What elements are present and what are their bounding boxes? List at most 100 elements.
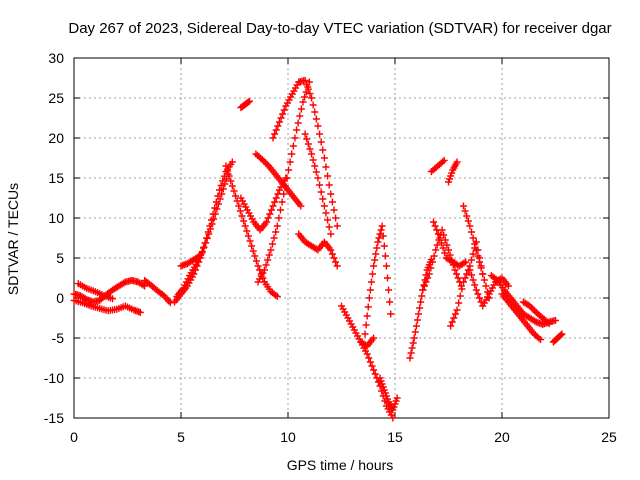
data-point — [393, 394, 401, 402]
data-point — [469, 276, 477, 284]
data-point — [265, 251, 273, 259]
data-point — [236, 207, 244, 215]
data-point — [244, 232, 252, 240]
data-point — [319, 146, 327, 154]
data-point — [317, 188, 325, 196]
series-arc4 — [141, 276, 174, 307]
data-point — [371, 370, 379, 378]
series-arc18 — [361, 222, 395, 338]
data-point — [306, 90, 314, 98]
data-point — [474, 290, 482, 298]
data-point — [529, 305, 537, 313]
data-point — [363, 312, 371, 320]
data-point — [230, 187, 238, 195]
data-point — [406, 354, 414, 362]
x-tick-label: 25 — [601, 429, 617, 445]
data-point — [476, 294, 484, 302]
data-point — [312, 115, 320, 123]
data-point — [368, 362, 376, 370]
data-point — [450, 314, 458, 322]
data-point — [366, 358, 374, 366]
y-tick-label: 0 — [56, 290, 64, 306]
data-point — [531, 317, 539, 325]
data-point — [201, 239, 209, 247]
data-point — [301, 76, 309, 84]
data-point — [428, 258, 436, 266]
data-point — [377, 226, 385, 234]
data-point — [436, 234, 444, 242]
data-point — [453, 306, 461, 314]
series-arc11 — [252, 150, 305, 210]
y-tick-label: -15 — [44, 410, 64, 426]
data-point — [274, 122, 282, 130]
data-point — [451, 266, 459, 274]
data-point — [297, 202, 305, 210]
series-arc24 — [445, 158, 461, 186]
data-point — [375, 234, 383, 242]
data-point — [294, 119, 302, 127]
y-tick-label: 10 — [48, 210, 64, 226]
data-point — [364, 303, 372, 311]
y-tick-label: 30 — [48, 50, 64, 66]
data-point — [526, 302, 534, 310]
data-point — [262, 159, 270, 167]
data-point — [440, 156, 448, 164]
data-point — [439, 244, 447, 252]
data-point — [371, 256, 379, 264]
data-point — [309, 101, 317, 109]
data-point — [280, 190, 288, 198]
data-point — [303, 135, 311, 143]
data-point — [408, 344, 416, 352]
series-arc2 — [70, 296, 144, 316]
data-point — [211, 204, 219, 212]
data-point — [327, 246, 335, 254]
data-point — [479, 270, 487, 278]
y-tick-label: 15 — [48, 170, 64, 186]
data-point — [425, 270, 433, 278]
data-point — [325, 181, 333, 189]
x-tick-label: 0 — [70, 429, 78, 445]
data-point — [330, 206, 338, 214]
data-point — [422, 278, 430, 286]
data-point — [272, 291, 280, 299]
data-point — [272, 126, 280, 134]
data-point — [301, 93, 309, 101]
data-point — [427, 264, 435, 272]
data-point — [327, 190, 335, 198]
data-point — [459, 278, 467, 286]
series-arc26 — [459, 202, 493, 302]
data-point — [409, 339, 417, 347]
data-point — [363, 350, 371, 358]
plot-frame — [73, 57, 610, 419]
data-point — [280, 106, 288, 114]
data-point — [316, 181, 324, 189]
data-point — [447, 322, 455, 330]
data-point — [314, 122, 322, 130]
data-point — [218, 190, 226, 198]
data-point — [279, 110, 287, 118]
data-point — [386, 298, 394, 306]
data-point — [303, 81, 311, 89]
data-point — [458, 285, 466, 293]
data-point — [281, 182, 289, 190]
data-point — [273, 222, 281, 230]
data-point — [419, 286, 427, 294]
data-point — [543, 318, 551, 326]
data-point — [460, 259, 468, 267]
data-point — [244, 98, 252, 106]
data-point — [322, 163, 330, 171]
data-point — [207, 216, 215, 224]
data-point — [456, 292, 464, 300]
data-point — [327, 230, 335, 238]
data-point — [238, 212, 246, 220]
data-point — [411, 328, 419, 336]
data-point — [430, 252, 438, 260]
data-point — [269, 134, 277, 142]
data-point — [439, 158, 447, 166]
data-point — [453, 158, 461, 166]
data-point — [366, 286, 374, 294]
data-point — [545, 320, 553, 328]
data-point — [434, 230, 442, 238]
data-point — [320, 154, 328, 162]
